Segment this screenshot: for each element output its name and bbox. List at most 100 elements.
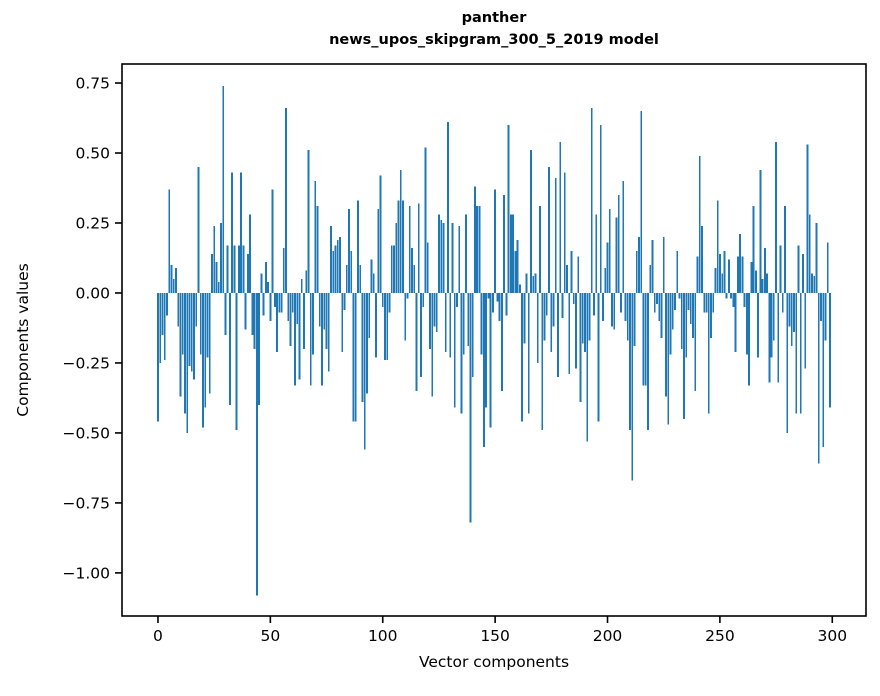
bar	[559, 141, 562, 293]
bar	[788, 292, 791, 327]
bar	[213, 225, 216, 293]
bar	[397, 200, 400, 293]
bar	[323, 292, 326, 330]
bar	[671, 292, 674, 330]
y-tick-label: −0.75	[63, 494, 111, 512]
bar	[474, 186, 476, 293]
bar	[750, 262, 753, 293]
bar	[451, 222, 454, 293]
bar	[683, 292, 685, 419]
bar	[487, 292, 490, 299]
x-tick-label: 200	[593, 627, 623, 645]
bar	[512, 214, 515, 293]
bar	[696, 256, 699, 293]
bar	[496, 292, 499, 302]
bar	[278, 292, 281, 313]
bar	[228, 292, 231, 405]
bar	[478, 206, 481, 293]
bar	[754, 270, 757, 293]
bar	[280, 292, 283, 313]
bar	[161, 292, 164, 335]
bar	[370, 259, 373, 293]
bar	[260, 273, 263, 293]
bar	[694, 292, 697, 391]
bar	[341, 292, 344, 352]
bar	[597, 292, 600, 422]
y-tick-label: 0.25	[75, 214, 110, 232]
bar	[273, 292, 276, 307]
bar	[345, 264, 348, 293]
bar	[249, 214, 252, 293]
bar	[662, 236, 665, 293]
bar	[606, 242, 609, 293]
bar	[579, 292, 582, 403]
bar	[339, 236, 341, 293]
bar	[305, 270, 308, 293]
bar	[680, 292, 683, 349]
bar	[712, 292, 715, 313]
bar	[431, 292, 434, 397]
bar	[375, 292, 377, 358]
bar	[658, 292, 661, 321]
bar	[424, 147, 427, 293]
bar	[640, 111, 643, 293]
bar	[721, 273, 724, 293]
bar	[460, 292, 463, 414]
bar	[393, 245, 395, 293]
bar	[253, 292, 256, 349]
bar	[368, 292, 371, 338]
bar	[179, 292, 182, 397]
bar	[822, 292, 825, 447]
bar	[350, 250, 353, 293]
bar	[287, 292, 290, 321]
bar	[613, 292, 616, 330]
bars-group	[157, 85, 831, 596]
y-tick-label: −0.25	[63, 354, 111, 372]
bar	[188, 292, 191, 366]
bar	[552, 292, 555, 327]
bar	[548, 167, 550, 293]
bar	[541, 292, 544, 431]
bar	[453, 292, 456, 408]
bar	[692, 292, 694, 338]
bar	[159, 292, 162, 363]
bar	[359, 264, 362, 293]
y-axis-label: Components values	[14, 263, 32, 416]
bar	[208, 292, 211, 394]
bar	[653, 292, 656, 313]
bar	[285, 108, 287, 293]
x-tick-label: 300	[817, 627, 847, 645]
bar	[231, 172, 234, 293]
bar	[222, 85, 225, 293]
bar	[568, 292, 571, 375]
bar	[736, 256, 739, 293]
bar	[550, 292, 553, 352]
bar	[240, 172, 243, 293]
bar	[629, 292, 631, 431]
bar	[408, 206, 411, 293]
bar	[220, 222, 222, 293]
bar	[532, 276, 535, 293]
bar	[678, 292, 681, 299]
bar	[714, 267, 717, 293]
bar	[608, 209, 611, 293]
bar	[190, 292, 193, 372]
bar	[770, 292, 773, 358]
bar	[458, 225, 461, 293]
bar	[204, 292, 207, 408]
bar	[719, 253, 721, 293]
bar	[716, 200, 719, 293]
bar	[566, 264, 568, 293]
bar	[327, 292, 330, 372]
bar	[829, 292, 831, 408]
bar	[206, 292, 209, 358]
bar	[494, 189, 497, 293]
bar	[644, 292, 647, 386]
bar	[527, 292, 530, 414]
bar	[390, 245, 393, 293]
bar	[617, 195, 620, 293]
bar	[282, 248, 285, 293]
bar	[757, 292, 760, 358]
